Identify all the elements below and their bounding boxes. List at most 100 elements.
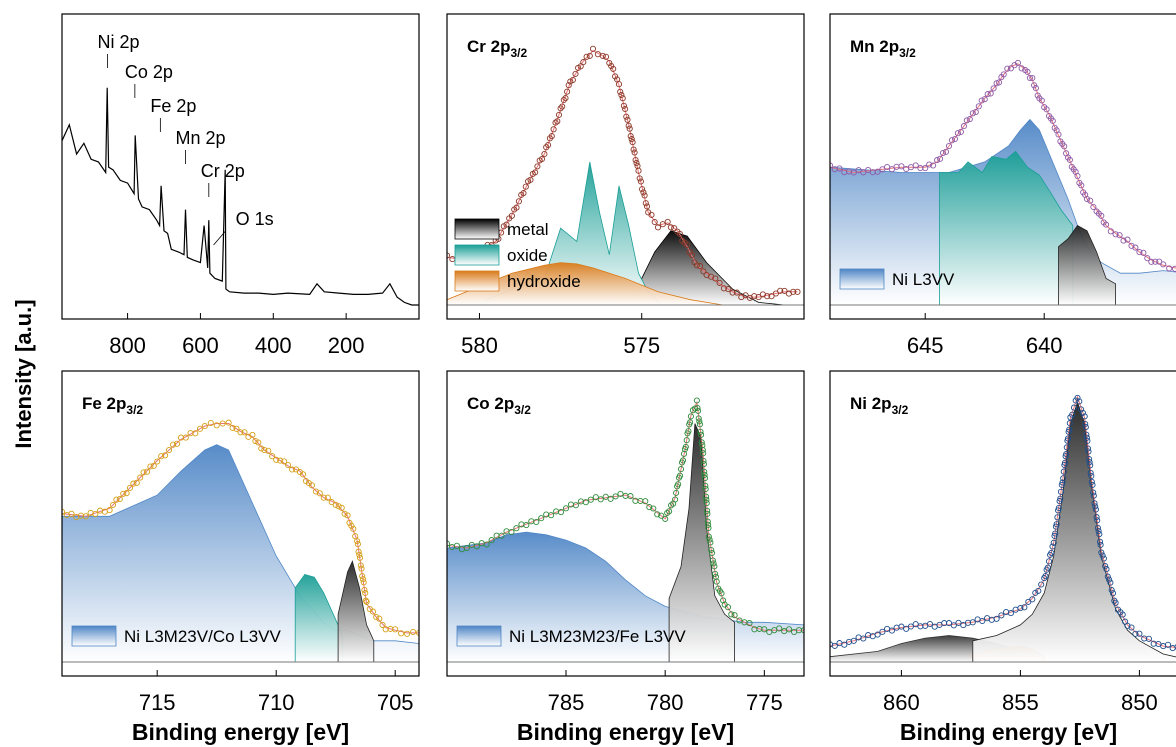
data-point	[453, 542, 460, 549]
data-point	[790, 288, 797, 295]
data-point	[951, 135, 959, 143]
data-point	[716, 279, 723, 286]
data-point	[130, 480, 137, 487]
data-point	[552, 119, 559, 126]
data-point	[1074, 394, 1081, 401]
data-point	[612, 493, 619, 500]
data-point	[688, 252, 696, 259]
data-point	[449, 256, 456, 263]
data-point	[636, 175, 643, 182]
data-point	[1082, 420, 1089, 428]
data-point	[392, 626, 399, 633]
survey-spectrum	[62, 87, 419, 306]
data-point	[1044, 564, 1051, 571]
data-point	[639, 186, 646, 193]
data-point	[277, 457, 284, 464]
data-point	[1061, 459, 1069, 466]
plot-area-ni	[830, 394, 1176, 663]
data-point	[1099, 552, 1106, 559]
data-point	[637, 178, 644, 185]
data-point	[1128, 242, 1135, 249]
data-point	[682, 443, 689, 450]
data-point	[447, 252, 451, 259]
data-point	[700, 450, 707, 457]
data-point	[559, 103, 566, 110]
legend-label: Ni L3VV	[892, 270, 955, 289]
data-point	[777, 287, 784, 294]
data-point	[1092, 506, 1099, 513]
panel-co: 785 780 775 Co 2p3/2 Ni L3M23M23/Fe L3VV Bind…	[446, 370, 805, 745]
data-point	[376, 615, 383, 622]
data-point	[599, 52, 606, 59]
data-point	[627, 493, 634, 500]
data-point	[1084, 437, 1091, 444]
data-point	[586, 52, 593, 59]
data-point	[126, 484, 134, 491]
data-point	[1132, 630, 1139, 637]
data-point	[922, 165, 929, 172]
data-point	[123, 490, 130, 497]
data-point	[140, 469, 147, 476]
tick-label-cr: 580	[461, 333, 498, 358]
data-point	[335, 503, 342, 510]
data-point	[1095, 527, 1102, 535]
data-point	[527, 176, 534, 183]
data-point	[289, 466, 296, 473]
data-point	[143, 468, 151, 475]
data-point	[332, 501, 339, 508]
data-point	[404, 630, 411, 637]
data-point	[693, 397, 700, 404]
data-point	[1066, 420, 1073, 427]
data-point	[950, 622, 957, 629]
data-point	[640, 189, 647, 196]
data-point	[1124, 622, 1131, 629]
data-point	[761, 626, 768, 633]
data-point	[308, 482, 315, 489]
plot-area-co	[447, 397, 804, 663]
data-point	[705, 533, 712, 540]
data-point	[1128, 624, 1135, 631]
data-point	[987, 90, 994, 97]
data-point	[979, 617, 986, 625]
data-point	[1094, 517, 1101, 524]
panel-ni: 860 855 850 Ni 2p3/2 Binding energy [eV]	[829, 370, 1176, 745]
data-point	[1050, 539, 1057, 546]
data-point	[346, 519, 353, 526]
data-point	[1107, 579, 1114, 586]
data-point	[703, 496, 710, 503]
data-point	[1152, 258, 1159, 265]
data-point	[700, 457, 707, 464]
data-point	[379, 621, 386, 628]
data-point	[150, 462, 157, 469]
data-point	[545, 141, 552, 149]
data-point	[658, 512, 665, 519]
data-point	[201, 423, 208, 430]
data-point	[642, 200, 649, 207]
data-point	[550, 126, 557, 133]
data-point	[225, 419, 232, 426]
envelope-line-ni	[830, 395, 1176, 649]
data-point	[1097, 541, 1104, 548]
panel-title-mn: Mn 2p3/2	[850, 37, 916, 60]
data-point	[532, 169, 539, 176]
data-point	[684, 241, 691, 248]
data-point	[582, 499, 589, 506]
panel-title-ni: Ni 2p3/2	[850, 394, 909, 417]
legend-swatch	[839, 268, 885, 290]
tick-label-survey: 800	[109, 333, 146, 358]
data-point	[548, 133, 555, 140]
data-point	[213, 422, 220, 429]
data-point	[685, 428, 692, 435]
data-point	[930, 162, 937, 169]
data-point	[874, 168, 881, 175]
data-point	[1140, 249, 1147, 256]
data-point	[720, 597, 727, 604]
data-point	[934, 157, 941, 164]
data-point	[874, 631, 881, 638]
data-point	[147, 463, 154, 470]
data-point	[632, 156, 639, 164]
data-point	[1063, 444, 1070, 451]
data-point	[1055, 131, 1062, 138]
data-point	[369, 608, 377, 615]
data-point	[720, 285, 727, 292]
